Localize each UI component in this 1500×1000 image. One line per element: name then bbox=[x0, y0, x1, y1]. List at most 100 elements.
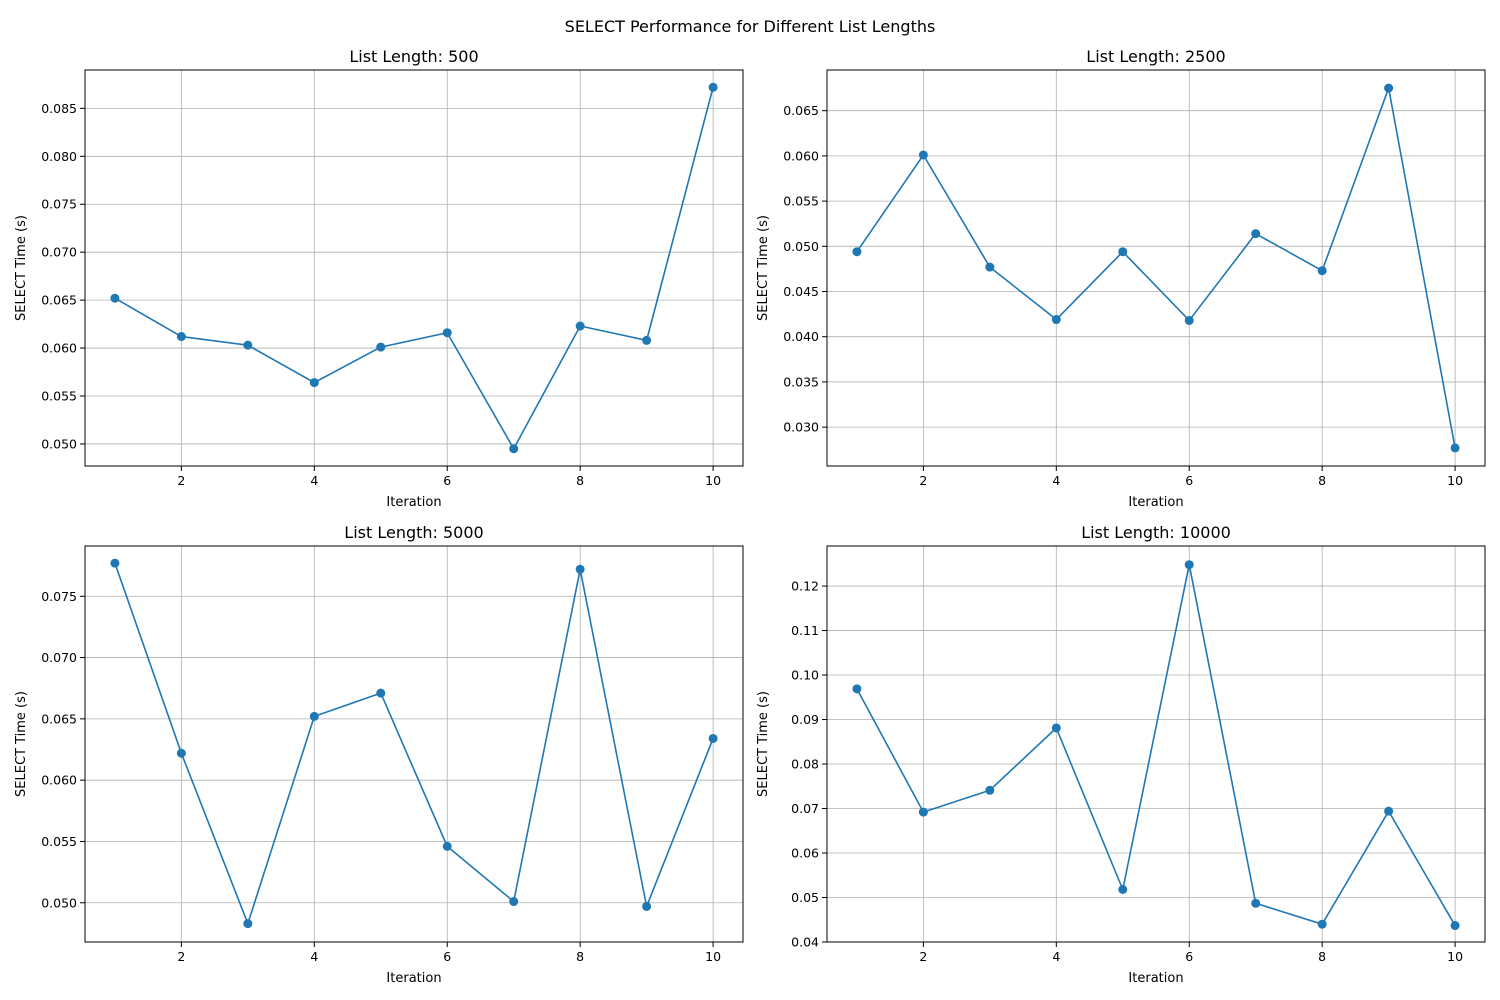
data-point bbox=[1317, 266, 1327, 276]
x-tick-label: 4 bbox=[310, 949, 318, 964]
y-tick-label: 0.070 bbox=[41, 245, 77, 260]
data-point bbox=[1184, 315, 1194, 325]
subplot-3: 2 4 6 8 10 0.050 0.055 0.060 0.065 0.070 0.075 List… bbox=[14, 523, 744, 986]
y-tick-label: 0.085 bbox=[41, 101, 77, 116]
y-axis-label: SELECT Time (s) bbox=[14, 215, 29, 321]
y-axis-label: SELECT Time (s) bbox=[14, 691, 29, 797]
y-tick-label: 0.060 bbox=[41, 341, 77, 356]
y-tick-label: 0.10 bbox=[791, 668, 819, 683]
y-tick-label: 0.075 bbox=[41, 589, 77, 604]
subplot-2: 2 4 6 8 10 0.030 0.035 0.040 0.045 0.050 0.055 0.06… bbox=[756, 47, 1486, 510]
data-point bbox=[376, 342, 386, 352]
x-tick-label: 6 bbox=[443, 949, 451, 964]
x-tick-label: 6 bbox=[1185, 949, 1193, 964]
x-tick-label: 8 bbox=[1318, 473, 1326, 488]
subplot-title: List Length: 2500 bbox=[1086, 47, 1225, 66]
x-tick-label: 8 bbox=[576, 949, 584, 964]
y-tick-label: 0.070 bbox=[41, 650, 77, 665]
y-tick-label: 0.035 bbox=[783, 374, 819, 389]
series-line bbox=[856, 87, 1456, 449]
data-point bbox=[110, 293, 120, 303]
data-point bbox=[176, 332, 186, 342]
data-point bbox=[708, 733, 718, 743]
y-tick-label: 0.07 bbox=[791, 801, 819, 816]
y-tick-label: 0.050 bbox=[783, 239, 819, 254]
data-point bbox=[442, 328, 452, 338]
axes-frame bbox=[826, 69, 1486, 467]
x-tick-label: 2 bbox=[919, 473, 927, 488]
data-point bbox=[1384, 806, 1394, 816]
y-tick-label: 0.060 bbox=[783, 148, 819, 163]
x-tick-label: 8 bbox=[1318, 949, 1326, 964]
x-tick-label: 10 bbox=[1447, 473, 1463, 488]
x-tick-label: 2 bbox=[177, 949, 185, 964]
data-point bbox=[708, 82, 718, 92]
y-tick-label: 0.08 bbox=[791, 757, 819, 772]
y-tick-label: 0.060 bbox=[41, 773, 77, 788]
subplot-1: 2 4 6 8 10 0.050 0.055 0.060 0.065 0.070 0.075 0.08… bbox=[14, 47, 744, 510]
data-point bbox=[642, 901, 652, 911]
data-point bbox=[1051, 315, 1061, 325]
y-tick-label: 0.055 bbox=[41, 834, 77, 849]
x-axis-label: Iteration bbox=[386, 971, 441, 986]
x-tick-label: 4 bbox=[1052, 473, 1060, 488]
axes-frame bbox=[84, 69, 744, 467]
data-point bbox=[1184, 560, 1194, 570]
data-point bbox=[442, 841, 452, 851]
y-tick-label: 0.075 bbox=[41, 197, 77, 212]
data-point bbox=[509, 897, 519, 907]
data-point bbox=[1118, 247, 1128, 257]
y-tick-label: 0.040 bbox=[783, 329, 819, 344]
x-axis-label: Iteration bbox=[386, 495, 441, 510]
x-tick-label: 6 bbox=[443, 473, 451, 488]
data-point bbox=[1450, 443, 1460, 453]
data-point bbox=[575, 321, 585, 331]
x-tick-label: 6 bbox=[1185, 473, 1193, 488]
y-tick-label: 0.055 bbox=[783, 194, 819, 209]
data-point bbox=[1384, 83, 1394, 93]
x-tick-label: 2 bbox=[177, 473, 185, 488]
data-point bbox=[1251, 229, 1261, 239]
y-tick-label: 0.06 bbox=[791, 846, 819, 861]
series-line bbox=[856, 563, 1456, 926]
subplot-title: List Length: 10000 bbox=[1081, 523, 1231, 542]
y-tick-label: 0.065 bbox=[41, 711, 77, 726]
axes-frame bbox=[84, 545, 744, 943]
x-tick-label: 2 bbox=[919, 949, 927, 964]
x-tick-label: 4 bbox=[310, 473, 318, 488]
figure-title: SELECT Performance for Different List Le… bbox=[564, 17, 936, 36]
series-line bbox=[114, 87, 714, 450]
data-point bbox=[1251, 898, 1261, 908]
data-point bbox=[243, 340, 253, 350]
x-tick-label: 8 bbox=[576, 473, 584, 488]
subplot-title: List Length: 500 bbox=[349, 47, 478, 66]
y-tick-label: 0.05 bbox=[791, 890, 819, 905]
y-tick-label: 0.030 bbox=[783, 420, 819, 435]
y-tick-label: 0.04 bbox=[791, 935, 819, 950]
data-point bbox=[918, 807, 928, 817]
subplot-title: List Length: 5000 bbox=[344, 523, 483, 542]
axes-frame bbox=[826, 545, 1486, 943]
data-point bbox=[376, 688, 386, 698]
y-axis-label: SELECT Time (s) bbox=[756, 215, 771, 321]
data-point bbox=[509, 444, 519, 454]
x-tick-label: 10 bbox=[705, 473, 721, 488]
data-point bbox=[852, 684, 862, 694]
data-point bbox=[575, 564, 585, 574]
x-axis-label: Iteration bbox=[1128, 971, 1183, 986]
y-tick-label: 0.080 bbox=[41, 149, 77, 164]
x-tick-label: 10 bbox=[705, 949, 721, 964]
y-tick-label: 0.09 bbox=[791, 712, 819, 727]
data-point bbox=[243, 919, 253, 929]
data-point bbox=[642, 335, 652, 345]
x-tick-label: 4 bbox=[1052, 949, 1060, 964]
data-point bbox=[176, 748, 186, 758]
y-tick-label: 0.055 bbox=[41, 389, 77, 404]
y-tick-label: 0.045 bbox=[783, 284, 819, 299]
y-tick-label: 0.065 bbox=[41, 293, 77, 308]
data-point bbox=[309, 378, 319, 388]
data-point bbox=[985, 262, 995, 272]
data-point bbox=[110, 558, 120, 568]
y-axis-label: SELECT Time (s) bbox=[756, 691, 771, 797]
subplot-4: 2 4 6 8 10 0.04 0.05 0.06 0.07 0.08 0.09 0.10 0.11 0.… bbox=[756, 523, 1486, 986]
